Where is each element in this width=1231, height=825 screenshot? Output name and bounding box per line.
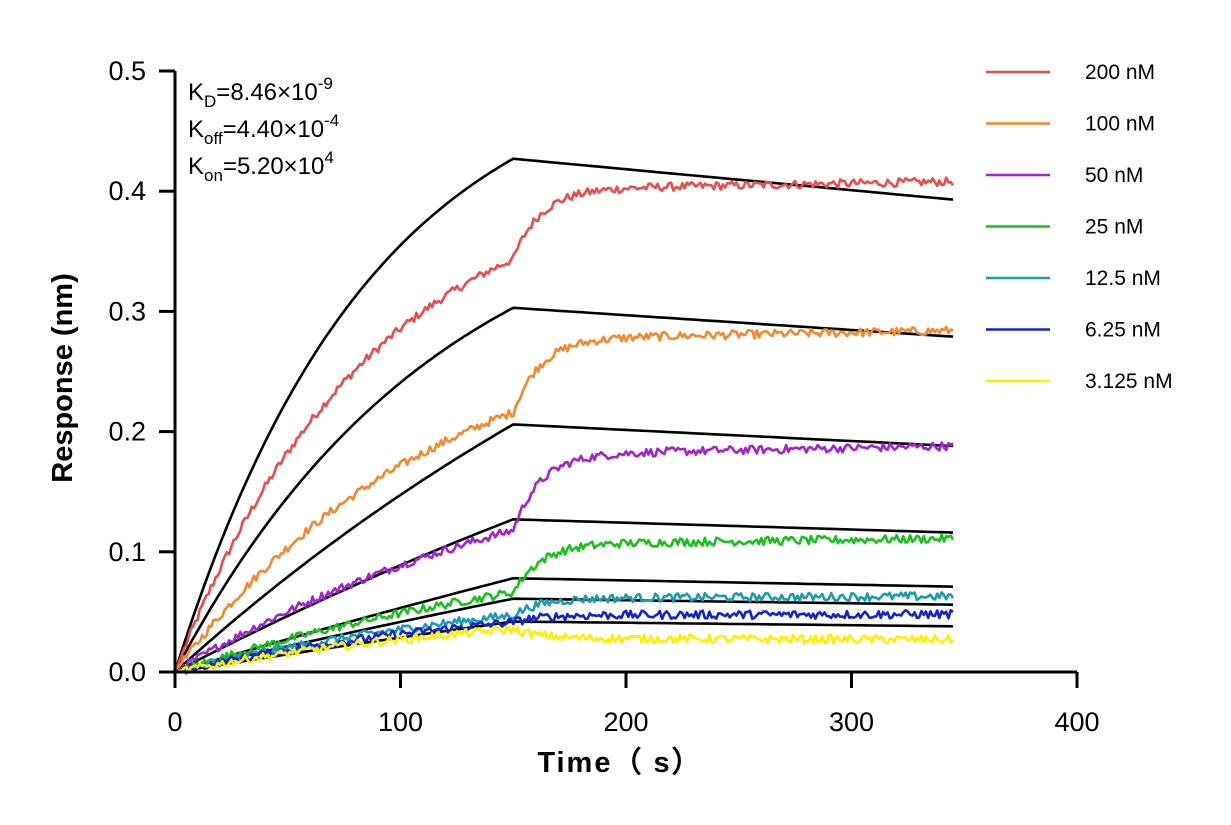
- series-trace: [174, 625, 955, 674]
- fit-curve: [173, 157, 954, 673]
- legend-label: 200 nM: [1085, 61, 1155, 84]
- y-tick-label: 0.3: [108, 296, 146, 326]
- y-tick-label: 0.4: [108, 176, 146, 206]
- kinetic-constant: Koff=4.40×10-4: [188, 111, 339, 148]
- legend: 200 nM 100 nM 50 nM 25 nM 12.5 nM 6.25 nM 3.12…: [986, 61, 1173, 393]
- x-tick-label: 400: [1054, 707, 1099, 737]
- x-tick-label: 300: [829, 707, 874, 737]
- y-tick-label: 0.2: [108, 417, 146, 447]
- y-tick-label: 0.1: [108, 537, 146, 567]
- series-trace: [173, 325, 954, 673]
- series-trace: [174, 591, 955, 675]
- series-trace: [173, 176, 955, 673]
- series-trace: [174, 441, 954, 674]
- legend-label: 50 nM: [1085, 164, 1143, 187]
- legend-label: 3.125 nM: [1085, 370, 1173, 393]
- x-tick-label: 0: [167, 707, 182, 737]
- x-axis-title: Time（ s）: [537, 746, 702, 779]
- legend-label: 12.5 nM: [1085, 267, 1161, 290]
- kinetic-constant: Kon=5.20×104: [188, 148, 334, 185]
- series-trace: [174, 608, 954, 674]
- tick-marks: 0 100 200 300 400 0.0 0.1 0.2 0.3 0.4 0.5: [108, 56, 1099, 737]
- x-tick-label: 200: [603, 707, 648, 737]
- y-axis-title: Response (nm): [47, 273, 79, 482]
- x-tick-label: 100: [378, 707, 423, 737]
- fit-curves: [173, 157, 954, 674]
- legend-label: 100 nM: [1085, 113, 1155, 136]
- fit-curve: [173, 306, 954, 673]
- y-tick-label: 0.0: [108, 657, 146, 687]
- fit-curve: [174, 423, 954, 673]
- data-series: [173, 176, 955, 675]
- y-tick-label: 0.5: [108, 56, 146, 86]
- fit-curve: [174, 517, 954, 674]
- kinetic-constant: KD=8.46×10-9: [188, 74, 333, 111]
- series-trace: [174, 533, 955, 674]
- legend-label: 25 nM: [1085, 216, 1143, 239]
- legend-label: 6.25 nM: [1085, 319, 1161, 342]
